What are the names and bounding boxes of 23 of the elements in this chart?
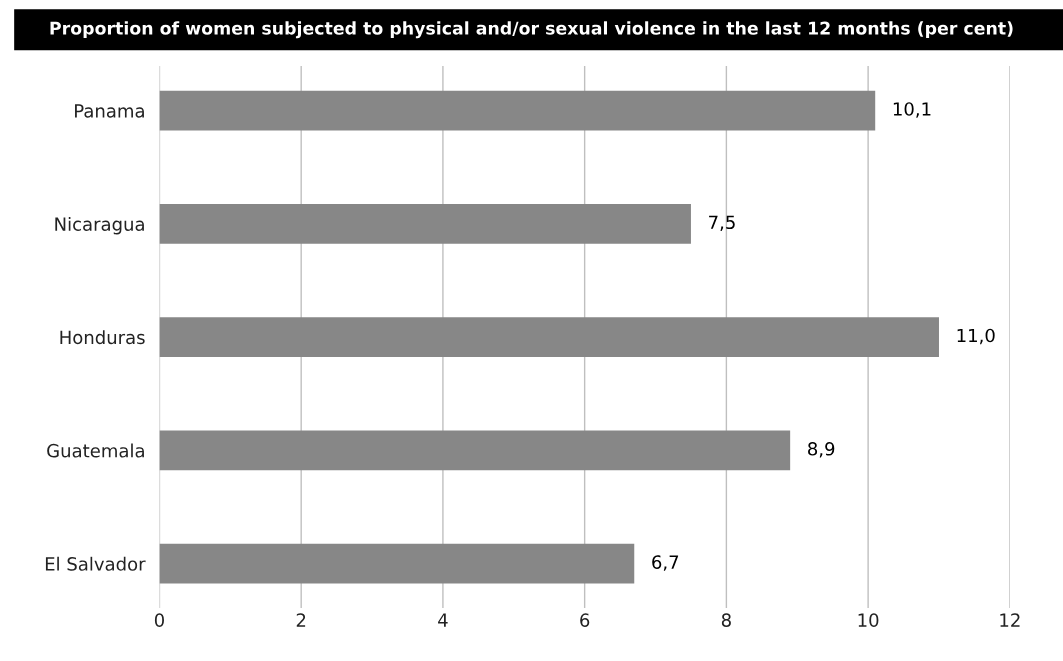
chart-title: Proportion of women subjected to physical and/or sexual violence in the last 12 months (per cent) [50, 21, 1013, 39]
bar [159, 430, 791, 471]
y-tick-label: Nicaragua [55, 216, 144, 235]
bar [159, 543, 635, 584]
x-tick-label: 6 [580, 613, 590, 627]
bar [159, 204, 691, 244]
x-tick-label: 12 [1000, 613, 1020, 627]
x-tick-label: 4 [438, 613, 448, 627]
bar [159, 317, 939, 357]
x-tick-label: 8 [721, 613, 731, 627]
y-tick-label: Panama [75, 104, 144, 118]
x-tick-label: 10 [858, 613, 879, 627]
data-label: 8,9 [808, 441, 835, 458]
x-tick-label: 2 [296, 613, 306, 627]
y-tick-label: Guatemala [47, 443, 144, 458]
data-label: 6,7 [652, 555, 679, 571]
x-tick-label: 0 [154, 613, 164, 627]
y-tick-label: Honduras [60, 330, 145, 345]
data-label: 11,0 [957, 328, 995, 345]
data-label: 7,5 [709, 215, 735, 231]
bar [159, 90, 876, 131]
y-tick-label: El Salvador [45, 556, 146, 571]
data-label: 10,1 [893, 102, 931, 118]
